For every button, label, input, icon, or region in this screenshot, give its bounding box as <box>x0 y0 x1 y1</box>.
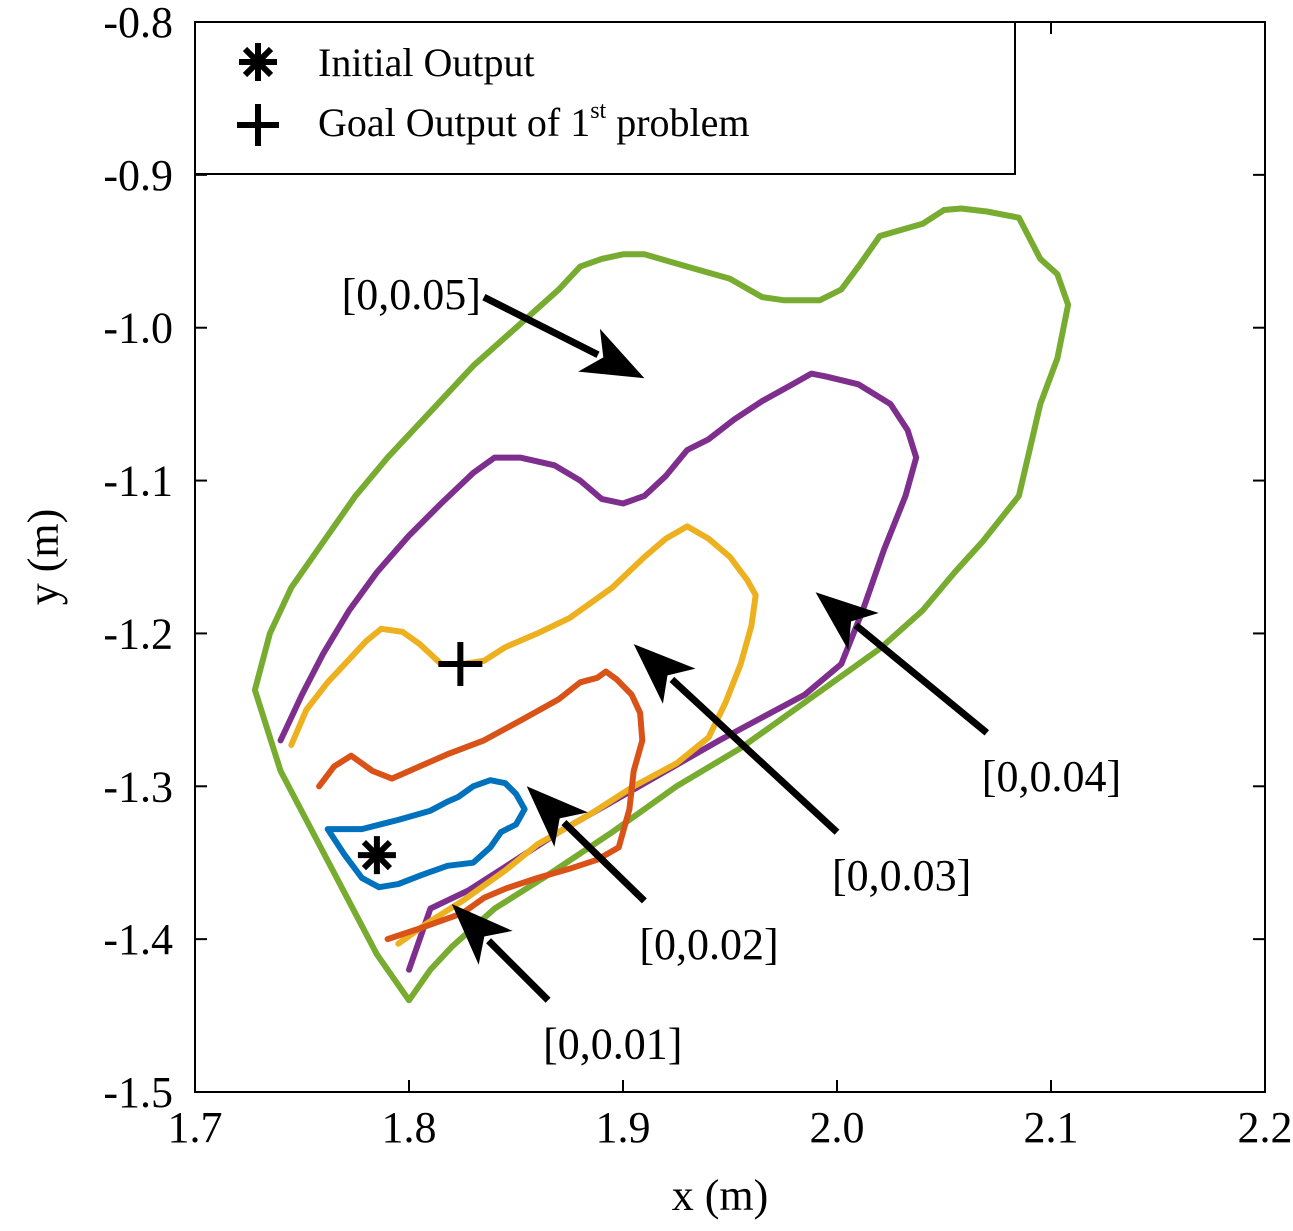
annotation-arrow <box>482 294 600 358</box>
axis-ticks: 1.7 1.8 1.9 2.0 2.1 2.2 -0.8 -0.9 -1.0 -1.1 -1.2 -1… <box>103 0 1292 1152</box>
x-tick-label: 2.2 <box>1238 1103 1293 1152</box>
x-tick-label: 1.8 <box>382 1103 437 1152</box>
annotation-label: [0,0.02] <box>639 920 778 969</box>
legend-goal-tail: problem <box>606 100 749 145</box>
y-tick-label: -1.5 <box>103 1068 173 1117</box>
legend-plus-icon <box>237 104 279 146</box>
marker-layer <box>357 642 483 875</box>
annotation-arrow <box>669 676 840 835</box>
initial-output-marker <box>357 836 396 875</box>
y-axis-title: y (m) <box>19 509 68 606</box>
y-tick-label: -0.8 <box>103 0 173 47</box>
legend: Initial Output Goal Output of 1st proble… <box>194 21 1016 175</box>
legend-asterisk-icon <box>239 43 277 81</box>
legend-goal-sup: st <box>590 98 606 124</box>
x-tick-label: 1.9 <box>596 1103 651 1152</box>
annotation-label: [0,0.01] <box>543 1019 682 1068</box>
goal-output-marker <box>438 642 483 686</box>
annotation-arrowhead <box>451 904 513 965</box>
annotation-layer: [0,0.05] [0,0.04] [0,0.03] [0,0.02] [0,0.01] <box>342 270 1122 1068</box>
annotation-arrowhead <box>815 592 879 651</box>
y-tick-label: -1.2 <box>103 609 173 658</box>
y-tick-label: -1.3 <box>103 762 173 811</box>
annotation-label: [0,0.05] <box>342 270 481 319</box>
annotation-arrow <box>486 938 551 1003</box>
series-line <box>251 205 1072 1004</box>
legend-goal-main: Goal Output of 1 <box>318 100 590 145</box>
y-tick-label: -1.0 <box>103 304 173 353</box>
series-line <box>277 370 920 973</box>
series-line <box>316 668 646 943</box>
annotation-label: [0,0.03] <box>832 851 971 900</box>
series-line <box>288 523 759 947</box>
series-layer <box>251 205 1072 1004</box>
x-tick-label: 1.7 <box>168 1103 223 1152</box>
y-tick-label: -1.1 <box>103 457 173 506</box>
x-tick-label: 2.0 <box>810 1103 865 1152</box>
legend-box <box>194 21 1016 175</box>
legend-label-goal: Goal Output of 1st problem <box>318 98 750 145</box>
annotation-label: [0,0.04] <box>982 752 1121 801</box>
annotation-arrow <box>561 820 647 904</box>
x-tick-label: 2.1 <box>1024 1103 1079 1152</box>
annotation-arrow <box>853 622 990 736</box>
y-tick-label: -1.4 <box>103 915 173 964</box>
x-axis-title: x (m) <box>672 1171 769 1220</box>
annotation-arrowhead <box>633 644 696 704</box>
annotation-arrowhead <box>526 786 588 847</box>
annotation-arrowhead <box>578 328 645 379</box>
series-line <box>324 777 528 891</box>
y-tick-label: -0.9 <box>103 151 173 200</box>
legend-label-initial: Initial Output <box>318 40 535 85</box>
